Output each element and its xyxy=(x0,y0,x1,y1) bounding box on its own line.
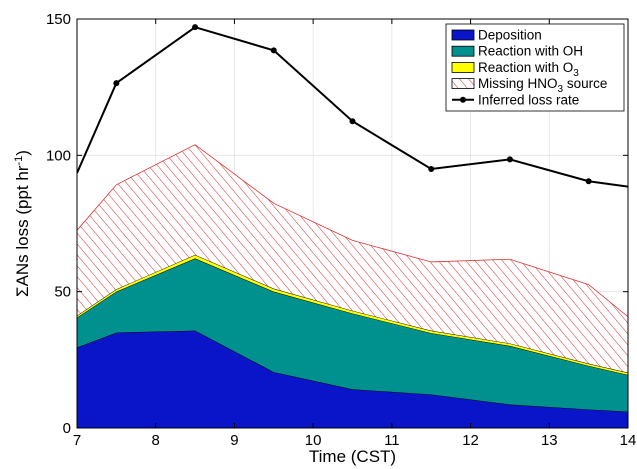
legend-item-reaction-oh: Reaction with OH xyxy=(451,44,583,59)
legend-item-inferred-loss: Inferred loss rate xyxy=(452,92,579,107)
legend-item-deposition: Deposition xyxy=(451,28,542,43)
y-tick-label-100: 100 xyxy=(46,147,71,164)
inferred-loss-line xyxy=(77,24,628,188)
x-axis-title: Time (CST) xyxy=(309,447,396,466)
y-tick-label-150: 150 xyxy=(46,11,71,28)
x-tick-label-12: 12 xyxy=(462,432,479,449)
x-tick-label-14: 14 xyxy=(620,432,637,449)
y-axis-title-main: ΣANs loss (ppt hr xyxy=(13,165,32,297)
legend-marker-inferred-loss xyxy=(460,96,466,103)
legend-swatch-reaction-oh xyxy=(451,45,475,57)
inferred-loss-point-5 xyxy=(428,165,435,172)
y-axis-title: ΣANs loss (ppt hr-1) xyxy=(13,150,32,297)
legend-item-missing-hno3: Missing HNO3 source xyxy=(451,76,607,95)
legend-label-reaction-o3-sub: 3 xyxy=(573,68,579,79)
legend-item-reaction-o3: Reaction with O3 xyxy=(451,60,579,79)
stacked-areas xyxy=(76,144,629,428)
x-tick-label-8: 8 xyxy=(152,432,160,449)
legend-swatch-deposition xyxy=(451,29,475,41)
y-axis-title-sup: -1 xyxy=(13,156,25,166)
legend-label-inferred-loss: Inferred loss rate xyxy=(478,92,579,107)
y-tick-label-0: 0 xyxy=(63,420,71,437)
x-tick-label-11: 11 xyxy=(384,432,400,449)
area-edge-missing-hno3 xyxy=(76,144,629,318)
y-axis-title-close: ) xyxy=(13,150,32,156)
legend-label-missing-hno3-main: Missing HNO xyxy=(478,76,558,91)
legend-label-missing-hno3-rest: source xyxy=(563,76,607,91)
inferred-loss-point-1 xyxy=(113,80,120,87)
legend: Deposition Reaction with OH Reaction wit… xyxy=(445,23,625,112)
plot-frame xyxy=(76,18,629,429)
legend-label-missing-hno3-sub: 3 xyxy=(558,84,564,95)
inferred-loss-point-7 xyxy=(585,178,592,185)
y-tick-label-50: 50 xyxy=(54,284,71,301)
area-reaction-oh xyxy=(77,258,628,412)
area-missing-hno3 xyxy=(77,144,628,373)
legend-swatch-reaction-o3 xyxy=(451,62,475,73)
inferred-loss-point-2 xyxy=(192,24,199,31)
legend-label-missing-hno3: Missing HNO3 source xyxy=(478,76,607,95)
inferred-loss-point-6 xyxy=(506,156,513,163)
x-tick-label-10: 10 xyxy=(305,432,322,449)
legend-swatch-missing-hno3 xyxy=(451,78,475,89)
inferred-loss-point-4 xyxy=(349,118,356,125)
legend-label-reaction-oh: Reaction with OH xyxy=(478,44,583,59)
legend-label-reaction-o3-main: Reaction with O xyxy=(478,60,573,75)
x-tick-label-13: 13 xyxy=(541,432,558,449)
legend-box xyxy=(445,23,625,112)
inferred-loss-point-3 xyxy=(270,47,277,54)
x-tick-label-7: 7 xyxy=(73,432,81,449)
legend-label-deposition: Deposition xyxy=(478,28,542,43)
ticks: 7 8 9 10 11 12 13 14 0 50 100 150 xyxy=(46,11,636,449)
legend-label-reaction-o3: Reaction with O3 xyxy=(478,60,579,79)
x-tick-label-9: 9 xyxy=(230,432,238,449)
area-deposition xyxy=(77,330,628,428)
